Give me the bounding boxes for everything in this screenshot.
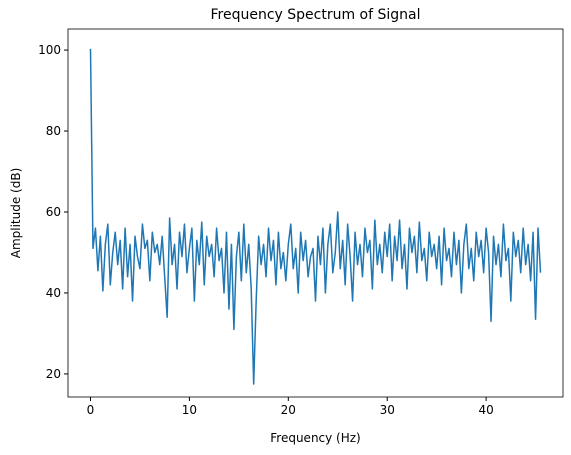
x-axis-label: Frequency (Hz) — [270, 431, 361, 445]
y-tick-label: 100 — [38, 43, 61, 57]
x-tick-label: 20 — [281, 403, 296, 417]
y-tick-label: 40 — [46, 286, 61, 300]
y-tick-label: 20 — [46, 367, 61, 381]
chart-title: Frequency Spectrum of Signal — [210, 7, 420, 23]
y-tick-label: 80 — [46, 124, 61, 138]
x-tick-label: 0 — [87, 403, 95, 417]
x-tick-label: 40 — [478, 403, 493, 417]
x-tick-label: 30 — [380, 403, 395, 417]
line-series — [89, 48, 542, 385]
y-tick-label: 60 — [46, 205, 61, 219]
plot-frame — [67, 28, 564, 398]
x-tick-label: 10 — [182, 403, 197, 417]
y-axis-label: Amplitude (dB) — [9, 168, 23, 259]
